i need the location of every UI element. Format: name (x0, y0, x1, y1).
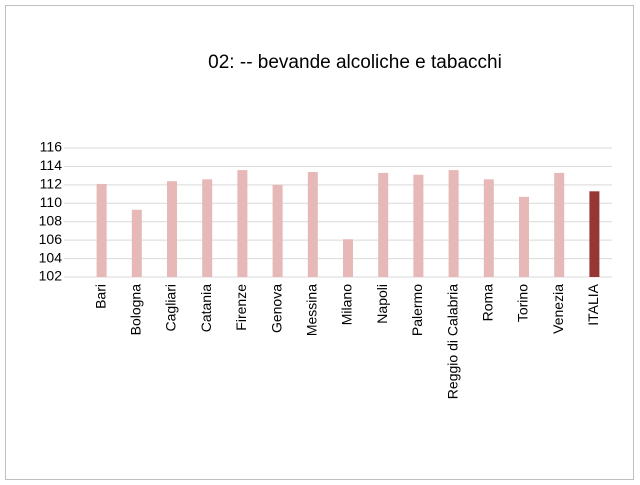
bar (96, 183, 107, 277)
y-tick-label: 106 (39, 231, 63, 247)
x-tick-label: Catania (198, 284, 214, 332)
y-tick-label: 112 (40, 176, 63, 192)
x-tick-label: Roma (480, 284, 496, 322)
bar (307, 171, 318, 277)
bar (202, 179, 213, 277)
y-tick-label: 108 (39, 212, 63, 228)
bar (343, 239, 353, 277)
bar (167, 181, 177, 277)
x-tick-label: Napoli (374, 284, 390, 324)
x-tick-label: Bari (92, 284, 108, 309)
bar (237, 170, 248, 277)
x-tick-label: Palermo (409, 284, 425, 336)
y-tick-label: 114 (40, 157, 63, 173)
x-tick-label: Genova (268, 284, 284, 333)
bar (272, 184, 283, 277)
bar (413, 174, 424, 277)
bar (589, 191, 600, 277)
chart-title: 02: -- bevande alcoliche e tabacchi (208, 52, 502, 73)
bar (554, 172, 565, 277)
x-tick-label: Venezia (550, 284, 566, 334)
x-tick-label: Firenze (233, 284, 249, 331)
y-tick-label: 104 (39, 249, 63, 265)
bar (519, 196, 529, 277)
y-tick-label: 102 (39, 268, 63, 284)
bar (483, 179, 494, 277)
x-tick-label: Torino (515, 284, 531, 322)
bar (378, 172, 389, 277)
y-tick-label: 110 (40, 194, 63, 210)
bar (131, 209, 142, 277)
x-tick-label: Reggio di Calabria (444, 284, 460, 399)
x-tick-label: Cagliari (163, 284, 179, 331)
bar (448, 170, 459, 277)
x-tick-label: ITALIA (585, 283, 601, 325)
x-tick-label: Bologna (128, 284, 144, 336)
x-tick-label: Milano (339, 284, 355, 325)
y-tick-label: 116 (40, 139, 63, 155)
x-tick-label: Messina (304, 284, 320, 336)
